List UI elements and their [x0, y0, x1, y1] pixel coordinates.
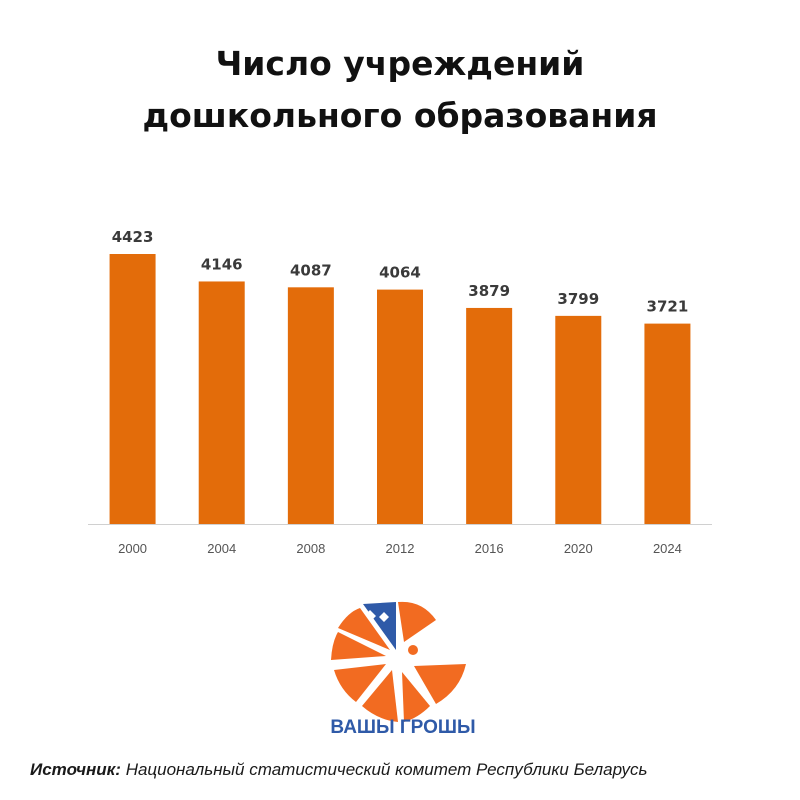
data-label-2016: 3879 — [468, 282, 510, 300]
data-label-2024: 3721 — [647, 298, 689, 316]
source-label: Источник: — [30, 760, 121, 779]
data-label-2004: 4146 — [201, 255, 243, 273]
x-tick-label-2012: 2012 — [386, 541, 415, 556]
x-tick-label-2004: 2004 — [207, 541, 236, 556]
logo-segment — [362, 670, 398, 722]
x-tick-label-2024: 2024 — [653, 541, 682, 556]
bar-2016 — [466, 307, 513, 524]
bar-2012 — [377, 289, 423, 524]
bar-2000 — [109, 254, 156, 524]
logo-mark — [331, 601, 466, 722]
bar-2020 — [555, 315, 602, 524]
logo-segment — [402, 672, 430, 722]
data-label-2020: 3799 — [557, 290, 599, 308]
logo-segment — [334, 664, 386, 702]
source-note: Источник: Национальный статистический ко… — [30, 760, 780, 780]
logo-dot — [408, 645, 418, 655]
logo-ornament-pattern — [364, 610, 389, 622]
logo-segment — [338, 608, 390, 650]
chart-title-line-2: дошкольного образования — [142, 96, 658, 135]
data-label-2000: 4423 — [112, 228, 154, 246]
logo-segment — [331, 632, 386, 660]
chart-title: Число учреждений дошкольного образования — [0, 38, 800, 142]
bar-2024 — [644, 323, 691, 524]
logo-text: ВАШЫ ГРОШЫ — [330, 717, 475, 738]
bar-2008 — [287, 287, 334, 524]
source-text: Национальный статистический комитет Респ… — [125, 760, 648, 779]
data-label-2012: 4064 — [379, 264, 421, 282]
data-label-2008: 4087 — [290, 261, 332, 279]
logo-segment — [398, 601, 436, 642]
x-tick-label-2016: 2016 — [475, 541, 504, 556]
x-tick-label-2000: 2000 — [118, 541, 147, 556]
x-tick-label-2020: 2020 — [564, 541, 593, 556]
x-tick-label-2008: 2008 — [296, 541, 325, 556]
bar-2004 — [198, 281, 245, 524]
logo-segment — [414, 664, 466, 704]
bar-chart: 4423 2000 4146 2004 4087 2008 4064 2012 3879 2016… — [88, 228, 712, 556]
chart-title-line-1: Число учреждений — [215, 44, 585, 83]
vashy-groshy-logo: ВАШЫ ГРОШЫ — [330, 601, 476, 738]
